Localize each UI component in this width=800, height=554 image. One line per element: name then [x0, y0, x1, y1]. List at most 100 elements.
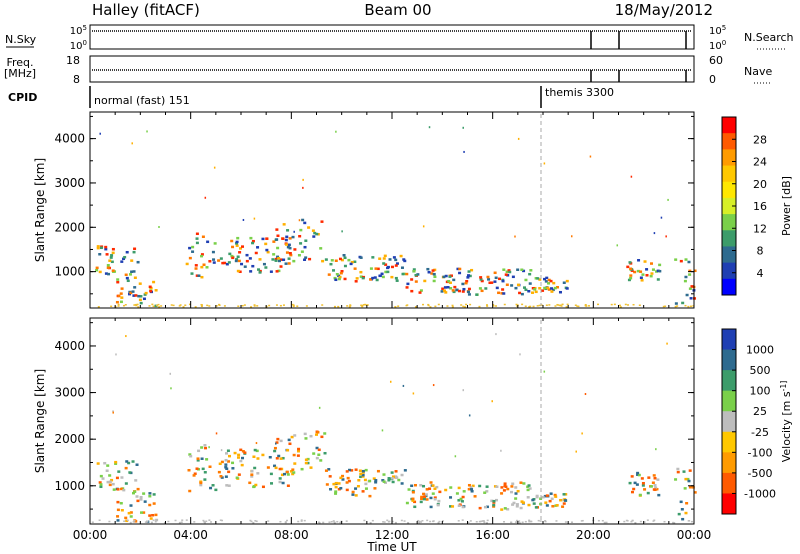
echo-cell — [205, 458, 209, 461]
echo-cell — [500, 486, 504, 489]
noise-point — [318, 406, 321, 409]
echo-cell — [419, 289, 423, 292]
echo-cell — [197, 274, 201, 277]
echo-cell — [264, 242, 268, 246]
echo-cell — [516, 283, 520, 287]
noise-point — [491, 400, 493, 403]
echo-cell — [254, 251, 258, 255]
colorbar-tick-label: -500 — [748, 467, 773, 480]
echo-cell — [110, 478, 114, 482]
echo-cell — [676, 470, 680, 474]
ground-scatter-cell — [132, 521, 135, 523]
echo-cell — [285, 251, 289, 254]
y-tick-label: 1000 — [54, 479, 85, 493]
echo-cell — [492, 499, 496, 503]
echo-cell — [131, 491, 135, 495]
echo-cell — [115, 300, 119, 304]
colorbar-tick-label: -1000 — [744, 487, 776, 500]
echo-cell — [555, 285, 559, 289]
echo-cell — [258, 269, 262, 273]
ground-scatter-cell — [330, 520, 333, 523]
echo-cell — [378, 257, 382, 260]
ground-scatter-cell — [328, 521, 331, 523]
ground-scatter-cell — [483, 521, 486, 524]
echo-cell — [543, 286, 547, 290]
echo-cell — [461, 282, 465, 286]
echo-cell — [129, 291, 133, 295]
echo-cell — [429, 496, 433, 500]
echo-cell — [369, 278, 373, 281]
echo-cell — [424, 493, 428, 496]
echo-cell — [629, 274, 633, 277]
echo-cell — [467, 483, 471, 487]
echo-cell — [127, 461, 131, 465]
echo-cell — [275, 238, 279, 241]
echo-cell — [506, 274, 510, 277]
ground-scatter-cell — [548, 304, 551, 306]
echo-cell — [423, 279, 427, 283]
echo-cell — [101, 477, 105, 480]
echo-cell — [657, 493, 661, 497]
echo-cell — [304, 437, 308, 440]
echo-cell — [201, 235, 205, 239]
ground-scatter-cell — [601, 519, 604, 522]
echo-cell — [264, 266, 268, 269]
echo-cell — [505, 283, 509, 287]
echo-cell — [220, 476, 224, 479]
echo-cell — [276, 246, 280, 250]
echo-cell — [139, 511, 143, 514]
ground-scatter-cell — [178, 305, 181, 307]
echo-cell — [96, 462, 100, 465]
echo-cell — [383, 254, 387, 258]
echo-cell — [274, 257, 278, 261]
echo-cell — [250, 475, 254, 478]
cpid-label: CPID — [8, 91, 37, 104]
echo-cell — [446, 286, 450, 289]
echo-cell — [307, 226, 311, 229]
echo-cell — [467, 287, 471, 291]
colorbar-segment — [722, 230, 736, 247]
ground-scatter-cell — [464, 306, 467, 308]
echo-cell — [543, 277, 547, 281]
ground-scatter-cell — [333, 521, 336, 523]
ground-scatter-cell — [407, 522, 410, 524]
ground-scatter-cell — [144, 521, 147, 523]
ground-scatter-cell — [537, 519, 540, 522]
echo-cell — [312, 235, 316, 238]
ground-scatter-cell — [565, 306, 568, 308]
ground-scatter-cell — [129, 521, 132, 524]
echo-cell — [231, 245, 235, 249]
echo-cell — [149, 517, 153, 520]
colorbar-label: Power [dB] — [780, 176, 793, 236]
echo-cell — [95, 266, 99, 270]
echo-cell — [359, 275, 363, 278]
echo-cell — [292, 453, 296, 457]
echo-cell — [191, 245, 195, 249]
ground-scatter-cell — [528, 520, 531, 523]
echo-cell — [470, 490, 474, 493]
echo-cell — [425, 498, 429, 501]
ground-scatter-cell — [371, 519, 374, 522]
echo-cell — [656, 278, 660, 281]
echo-cell — [521, 501, 525, 504]
frequency-panel: Freq. [MHz] 18 8 60 0 Nave — [4, 54, 773, 86]
ground-scatter-cell — [429, 306, 432, 308]
ground-scatter-cell — [170, 304, 173, 306]
echo-cell — [289, 253, 293, 257]
echo-cell — [279, 439, 283, 443]
colorbar-segment — [722, 452, 736, 474]
echo-cell — [148, 492, 152, 495]
echo-cell — [252, 485, 256, 489]
colorbar-tick-label: 20 — [753, 178, 767, 191]
echo-cell — [504, 273, 508, 276]
colorbar-segment — [722, 411, 736, 433]
echo-cell — [274, 259, 278, 262]
echo-cell — [563, 499, 567, 502]
ground-scatter-cell — [613, 303, 616, 306]
echo-cell — [449, 274, 453, 277]
freq-label-line1: Freq. — [6, 56, 33, 69]
echo-cell — [258, 258, 262, 261]
ground-scatter-cell — [383, 521, 386, 523]
ground-scatter-cell — [619, 306, 622, 308]
ground-scatter-cell — [577, 305, 580, 308]
